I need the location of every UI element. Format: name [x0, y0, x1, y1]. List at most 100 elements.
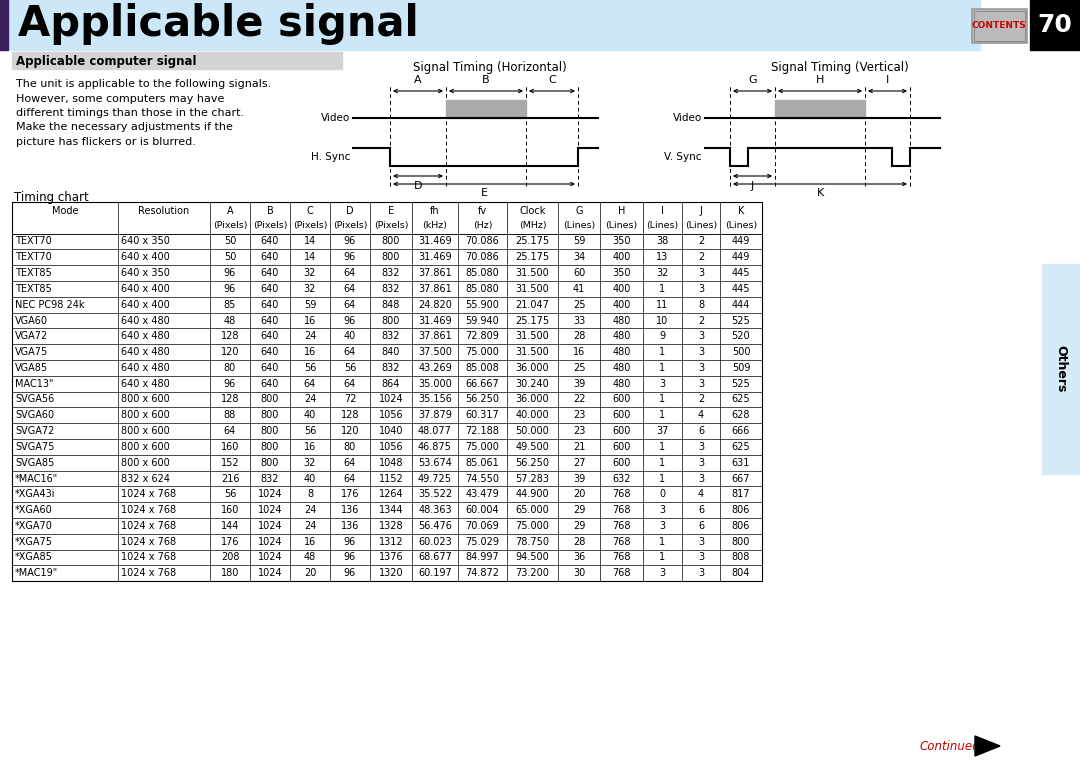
- Text: 480: 480: [612, 379, 631, 389]
- Text: 832: 832: [381, 363, 401, 373]
- Text: SVGA85: SVGA85: [15, 458, 54, 468]
- Text: 3: 3: [698, 568, 704, 578]
- Text: 640: 640: [260, 284, 280, 294]
- Text: 128: 128: [341, 410, 360, 420]
- Bar: [12, 202, 762, 581]
- Text: 85.061: 85.061: [465, 458, 499, 468]
- Text: 640: 640: [260, 237, 280, 247]
- Text: 85.008: 85.008: [465, 363, 499, 373]
- Text: 59: 59: [303, 299, 316, 309]
- Text: fh: fh: [430, 206, 440, 215]
- Text: 64: 64: [303, 379, 316, 389]
- Text: 2: 2: [698, 237, 704, 247]
- Text: K: K: [738, 206, 744, 215]
- Text: 64: 64: [343, 284, 356, 294]
- Text: G: G: [748, 75, 757, 85]
- Text: 800: 800: [260, 410, 280, 420]
- Text: 400: 400: [612, 299, 631, 309]
- Text: 75.000: 75.000: [465, 347, 499, 357]
- Text: 34: 34: [572, 252, 585, 262]
- Text: J: J: [700, 206, 702, 215]
- Text: 37.500: 37.500: [418, 347, 451, 357]
- Text: 28: 28: [572, 332, 585, 342]
- Polygon shape: [975, 736, 1000, 756]
- Text: 70.069: 70.069: [465, 521, 499, 531]
- Text: 806: 806: [732, 521, 751, 531]
- Text: 768: 768: [612, 552, 631, 562]
- Text: *XGA75: *XGA75: [15, 536, 53, 547]
- Text: 3: 3: [698, 379, 704, 389]
- Text: 16: 16: [303, 442, 316, 452]
- Text: A: A: [227, 206, 233, 215]
- Text: 3: 3: [660, 568, 665, 578]
- Text: 8: 8: [698, 299, 704, 309]
- Text: G: G: [576, 206, 583, 215]
- Text: 30.240: 30.240: [515, 379, 550, 389]
- Text: 70.086: 70.086: [465, 237, 499, 247]
- Text: 13: 13: [657, 252, 669, 262]
- Text: 96: 96: [343, 252, 356, 262]
- Text: 53.674: 53.674: [418, 458, 451, 468]
- Text: The unit is applicable to the following signals.: The unit is applicable to the following …: [16, 79, 271, 89]
- Text: 56.250: 56.250: [515, 458, 550, 468]
- Bar: [12, 52, 342, 69]
- Text: 3: 3: [660, 505, 665, 515]
- Text: 85.080: 85.080: [465, 268, 499, 278]
- Text: 1152: 1152: [379, 474, 403, 484]
- Text: 832 x 624: 832 x 624: [121, 474, 170, 484]
- Text: (Lines): (Lines): [606, 222, 637, 230]
- Text: 59: 59: [572, 237, 585, 247]
- Text: D: D: [414, 181, 422, 191]
- Text: 800: 800: [260, 458, 280, 468]
- Text: 480: 480: [612, 363, 631, 373]
- Text: 800 x 600: 800 x 600: [121, 394, 170, 404]
- Text: 445: 445: [732, 268, 751, 278]
- Text: 1: 1: [660, 363, 665, 373]
- Text: Make the necessary adjustments if the: Make the necessary adjustments if the: [16, 122, 233, 132]
- Text: 78.750: 78.750: [515, 536, 550, 547]
- Text: 68.677: 68.677: [418, 552, 451, 562]
- Text: 50: 50: [224, 237, 237, 247]
- Text: 31.469: 31.469: [418, 237, 451, 247]
- Text: 350: 350: [612, 268, 631, 278]
- Text: 1: 1: [660, 394, 665, 404]
- Text: *XGA43i: *XGA43i: [15, 489, 55, 500]
- Text: 31.469: 31.469: [418, 316, 451, 325]
- Text: 16: 16: [303, 316, 316, 325]
- Text: 1024 x 768: 1024 x 768: [121, 505, 176, 515]
- Text: 800: 800: [732, 536, 751, 547]
- Text: 35.000: 35.000: [418, 379, 451, 389]
- Text: 500: 500: [732, 347, 751, 357]
- Text: 36.000: 36.000: [515, 363, 550, 373]
- Text: 832: 832: [381, 268, 401, 278]
- Text: 29: 29: [572, 505, 585, 515]
- Text: VGA72: VGA72: [15, 332, 49, 342]
- Text: 0: 0: [660, 489, 665, 500]
- Text: 9: 9: [660, 332, 665, 342]
- Text: I: I: [661, 206, 664, 215]
- Text: (MHz): (MHz): [518, 222, 546, 230]
- Text: 85: 85: [224, 299, 237, 309]
- Text: 152: 152: [220, 458, 240, 468]
- Text: 806: 806: [732, 505, 751, 515]
- Text: 176: 176: [341, 489, 360, 500]
- Text: 160: 160: [220, 505, 239, 515]
- Bar: [1042, 264, 1080, 474]
- Text: 1: 1: [660, 458, 665, 468]
- Text: 94.500: 94.500: [515, 552, 550, 562]
- Text: 632: 632: [612, 474, 631, 484]
- Text: 625: 625: [731, 442, 751, 452]
- Text: CONTENTS: CONTENTS: [972, 21, 1026, 31]
- Text: V. Sync: V. Sync: [664, 152, 702, 162]
- Text: 25.175: 25.175: [515, 252, 550, 262]
- Text: 640: 640: [260, 316, 280, 325]
- Text: 1024: 1024: [258, 568, 282, 578]
- Text: E: E: [388, 206, 394, 215]
- Text: 800 x 600: 800 x 600: [121, 442, 170, 452]
- Text: 40: 40: [303, 410, 316, 420]
- Text: 1328: 1328: [379, 521, 403, 531]
- Text: 22: 22: [572, 394, 585, 404]
- Text: 400: 400: [612, 252, 631, 262]
- Text: 20: 20: [303, 568, 316, 578]
- Text: Video: Video: [321, 113, 350, 123]
